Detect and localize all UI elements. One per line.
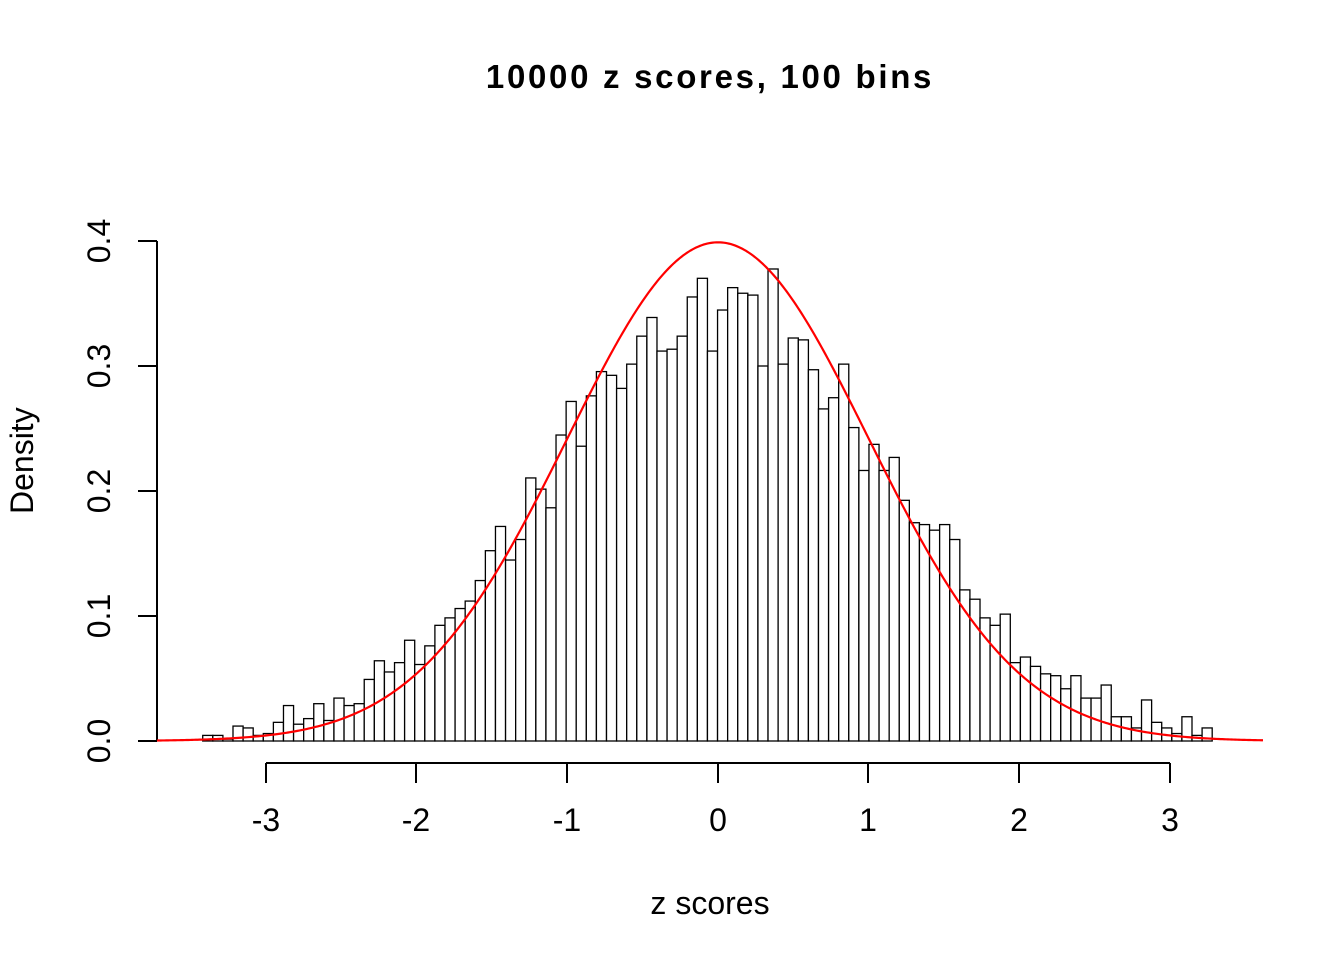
svg-text:0.1: 0.1 [81, 594, 117, 638]
svg-text:0.0: 0.0 [81, 719, 117, 763]
svg-text:0.4: 0.4 [81, 219, 117, 263]
svg-text:0.3: 0.3 [81, 344, 117, 388]
svg-text:0.2: 0.2 [81, 469, 117, 513]
